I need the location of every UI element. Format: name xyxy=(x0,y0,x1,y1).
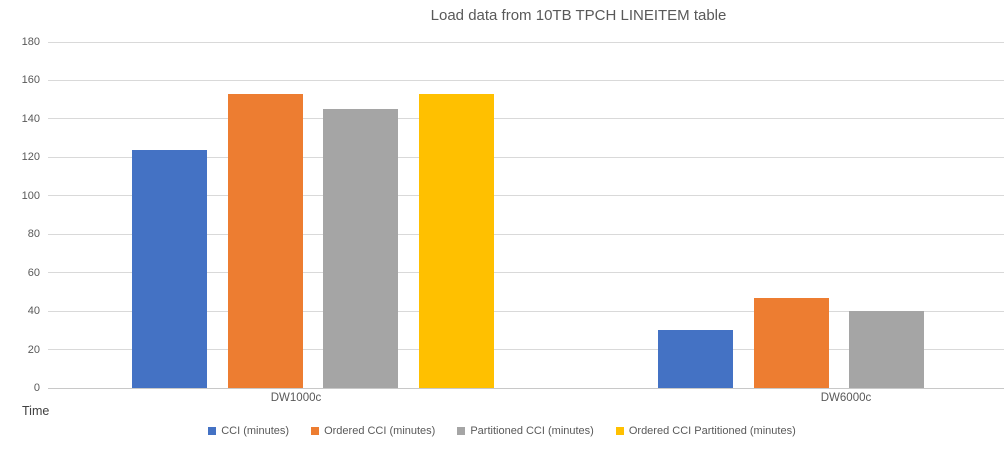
legend-item-cci: CCI (minutes) xyxy=(208,425,289,437)
legend-swatch-icon xyxy=(457,427,466,435)
legend: CCI (minutes) Ordered CCI (minutes) Partit… xyxy=(0,423,1004,439)
y-tick-label: 40 xyxy=(27,305,40,318)
gridline xyxy=(48,118,1004,120)
legend-swatch-icon xyxy=(311,427,320,435)
x-axis-line xyxy=(48,387,1004,389)
y-tick-label: 80 xyxy=(27,228,40,241)
gridline xyxy=(48,79,1004,81)
y-tick-label: 60 xyxy=(27,266,40,279)
gridline xyxy=(48,195,1004,197)
y-tick-label: 180 xyxy=(21,36,40,48)
y-tick-label: 100 xyxy=(21,189,40,202)
gridline xyxy=(48,156,1004,158)
legend-label: Partitioned CCI (minutes) xyxy=(470,425,594,437)
y-tick-label: 140 xyxy=(21,112,40,125)
y-tick-label: 20 xyxy=(27,343,40,356)
legend-item-ordered-cci: Ordered CCI (minutes) xyxy=(311,425,435,437)
legend-label: CCI (minutes) xyxy=(221,425,290,437)
legend-swatch-icon xyxy=(208,427,217,435)
gridline xyxy=(48,349,1004,351)
legend-label: Ordered CCI Partitioned (minutes) xyxy=(628,425,796,437)
x-category-label-dw1000c: DW1000c xyxy=(270,392,322,404)
gridline xyxy=(48,233,1004,235)
legend-label: Ordered CCI (minutes) xyxy=(324,425,436,437)
legend-item-partitioned-cci: Partitioned CCI (minutes) xyxy=(457,425,594,437)
gridline xyxy=(48,41,1004,43)
x-category-label-dw6000c: DW6000c xyxy=(820,392,872,404)
bar-ordered-cci-dw6000c xyxy=(753,297,829,388)
bar-partitioned-cci-dw1000c xyxy=(323,109,399,388)
y-tick-label: 120 xyxy=(21,151,40,164)
legend-item-ordered-cci-partitioned: Ordered CCI Partitioned (minutes) xyxy=(615,425,796,437)
bar-partitioned-cci-dw6000c xyxy=(849,311,925,388)
legend-swatch-icon xyxy=(615,427,624,435)
bar-cci-dw6000c xyxy=(658,330,733,388)
bar-cci-dw1000c xyxy=(132,149,207,388)
y-tick-label: 160 xyxy=(21,74,40,87)
gridline xyxy=(48,310,1004,312)
chart-title: Load data from 10TB TPCH LINEITEM table xyxy=(430,7,727,24)
bar-ordered-cci-partitioned-dw1000c xyxy=(419,93,495,388)
y-tick-label: 0 xyxy=(33,382,40,394)
gridline xyxy=(48,272,1004,274)
y-axis-title: Time xyxy=(22,404,50,418)
bar-ordered-cci-dw1000c xyxy=(227,93,303,388)
